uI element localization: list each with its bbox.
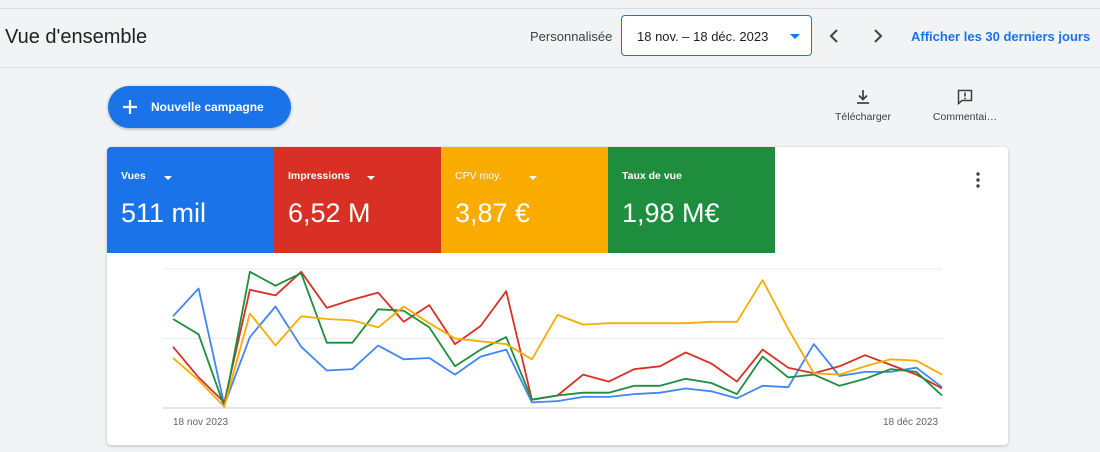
new-campaign-button[interactable]: Nouvelle campagne — [108, 86, 291, 128]
page-title: Vue d'ensemble — [5, 26, 148, 48]
last-30-days-link[interactable]: Afficher les 30 derniers jours — [911, 29, 1091, 44]
date-range-value: 18 nov. – 18 déc. 2023 — [637, 29, 769, 44]
series-line-vues — [172, 287, 943, 407]
comments-button[interactable]: Commentai… — [926, 88, 1004, 123]
x-axis-start-label: 18 nov 2023 — [173, 417, 229, 428]
line-chart — [163, 268, 943, 409]
more-vert-icon[interactable] — [969, 169, 987, 191]
date-mode-label: Personnalisée — [530, 29, 613, 44]
overview-header: Vue d'ensemble Personnalisée 18 nov. – 1… — [0, 9, 1100, 68]
metric-cpv[interactable]: CPV moy. 3,87 € — [441, 147, 608, 253]
chevron-left-icon[interactable] — [822, 24, 846, 48]
download-label: Télécharger — [834, 111, 892, 123]
metric-label: Vues — [121, 170, 146, 182]
metric-view-rate[interactable]: Taux de vue 1,98 M€ — [608, 147, 775, 253]
series-line-taux-de-vue — [172, 270, 943, 408]
metric-value: 511 mil — [121, 198, 207, 228]
metric-label: Taux de vue — [622, 170, 682, 182]
plus-icon — [123, 100, 137, 114]
comments-label: Commentai… — [932, 111, 998, 123]
metric-label: Impressions — [288, 170, 350, 182]
overview-card: Vues 511 mil Impressions 6,52 M CPV moy.… — [107, 147, 1008, 445]
chevron-right-icon[interactable] — [866, 24, 890, 48]
caret-down-icon — [790, 34, 800, 39]
date-range-select[interactable]: 18 nov. – 18 déc. 2023 — [621, 15, 812, 56]
metric-views[interactable]: Vues 511 mil — [107, 147, 274, 253]
series-line-impressions — [172, 270, 943, 404]
series-line-cpv-moy — [172, 279, 943, 408]
x-axis-end-label: 18 déc 2023 — [883, 417, 939, 428]
top-divider — [0, 8, 1100, 9]
new-campaign-label: Nouvelle campagne — [151, 100, 264, 114]
metric-value: 6,52 M — [288, 198, 371, 228]
download-icon — [857, 90, 869, 104]
feedback-icon — [957, 89, 973, 106]
metric-label: CPV moy. — [455, 170, 502, 182]
caret-down-icon[interactable] — [367, 176, 375, 180]
metric-value: 3,87 € — [455, 198, 531, 228]
metric-impressions[interactable]: Impressions 6,52 M — [274, 147, 441, 253]
caret-down-icon[interactable] — [164, 176, 172, 180]
download-button[interactable]: Télécharger — [826, 88, 900, 123]
metric-value: 1,98 M€ — [622, 198, 720, 228]
caret-down-icon[interactable] — [529, 176, 537, 180]
